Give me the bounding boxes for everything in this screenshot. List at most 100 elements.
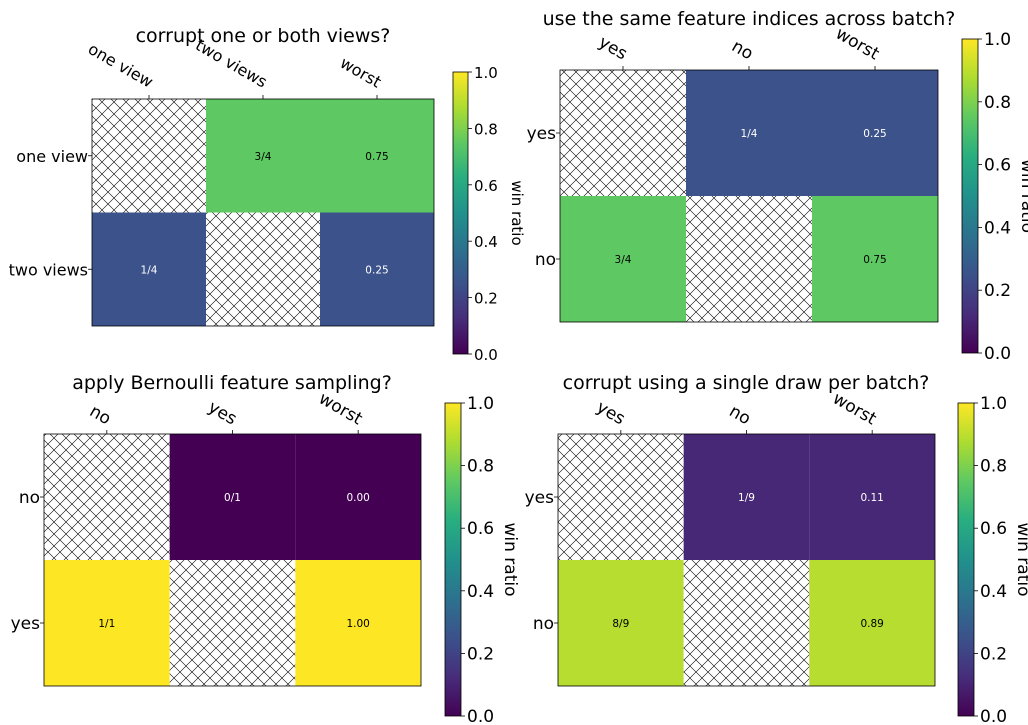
x-tick-label: one view bbox=[85, 39, 157, 91]
chart-title: use the same feature indices across batc… bbox=[543, 8, 956, 30]
x-tick-label: no bbox=[726, 401, 754, 429]
heatmap-cell bbox=[44, 560, 170, 686]
colorbar bbox=[961, 38, 979, 354]
heatmap-panel-2: use the same feature indices across batc… bbox=[527, 8, 1028, 364]
chart-title: corrupt using a single draw per batch? bbox=[563, 372, 930, 394]
colorbar-tick-label: 0.2 bbox=[474, 290, 498, 308]
cell-label: 1.00 bbox=[346, 618, 369, 630]
colorbar-tick-label: 0.2 bbox=[980, 644, 1007, 664]
heatmap-cell bbox=[812, 70, 938, 196]
colorbar-tick-label: 1.0 bbox=[984, 30, 1011, 50]
colorbar bbox=[444, 402, 462, 717]
heatmap-panel-3: apply Bernoulli feature sampling?0/1 0.00… bbox=[11, 372, 520, 725]
colorbar-tick-label: 0.8 bbox=[984, 93, 1011, 113]
heatmap-panel-4: corrupt using a single draw per batch? 1/… bbox=[525, 372, 1028, 725]
y-tick-label: one view bbox=[16, 147, 88, 166]
cell-label: 0.11 bbox=[860, 492, 883, 504]
chart-title: apply Bernoulli feature sampling? bbox=[72, 372, 392, 394]
cell-label: 1/4 bbox=[141, 264, 158, 276]
y-tick-label: yes bbox=[525, 488, 555, 508]
hatched-cell bbox=[558, 434, 684, 560]
hatched-cell bbox=[206, 212, 320, 326]
hatched-cell bbox=[686, 196, 812, 322]
y-tick-label: no bbox=[19, 488, 40, 508]
heatmap-cell bbox=[560, 196, 686, 322]
heatmap-cell bbox=[809, 560, 935, 686]
hatched-cell bbox=[92, 99, 206, 213]
colorbar-tick-label: 0.6 bbox=[980, 519, 1007, 539]
colorbar-tick-label: 0.0 bbox=[467, 707, 494, 725]
heatmap-cell bbox=[809, 434, 935, 560]
cell-label: 0.75 bbox=[365, 151, 388, 163]
cell-label: 0.00 bbox=[346, 492, 369, 504]
x-tick-label: worst bbox=[829, 389, 880, 430]
colorbar-tick-label: 0.8 bbox=[980, 457, 1007, 477]
cell-label: 0.25 bbox=[863, 128, 886, 140]
hatched-cell bbox=[169, 560, 296, 686]
colorbar-tick-label: 0.0 bbox=[474, 346, 498, 364]
colorbar-tick-label: 0.2 bbox=[984, 281, 1011, 301]
heatmap-cell bbox=[92, 212, 206, 326]
heatmap-panel-1: corrupt one or both views? 3/4 0.75 1/4 0.25… bbox=[9, 25, 526, 364]
colorbar bbox=[452, 71, 469, 355]
colorbar-tick-label: 0.6 bbox=[984, 156, 1011, 176]
heatmap-cell bbox=[320, 99, 434, 213]
cell-label: 3/4 bbox=[255, 151, 272, 163]
colorbar-tick-label: 1.0 bbox=[474, 64, 498, 82]
x-tick-label: no bbox=[86, 401, 114, 429]
heatmap-panels: corrupt one or both views? 3/4 0.75 1/4 0.25… bbox=[9, 8, 1028, 725]
y-tick-label: yes bbox=[527, 124, 557, 144]
colorbar-label: win ratio bbox=[1013, 522, 1028, 596]
heatmap-cell bbox=[320, 212, 434, 326]
colorbar-tick-label: 0.0 bbox=[984, 344, 1011, 364]
colorbar-label: win ratio bbox=[500, 522, 520, 596]
colorbar-tick-label: 0.4 bbox=[980, 582, 1007, 602]
colorbar-tick-label: 0.6 bbox=[467, 519, 494, 539]
heatmap-cell bbox=[206, 99, 320, 213]
y-tick-label: no bbox=[533, 614, 554, 634]
heatmap-cell bbox=[686, 70, 812, 196]
colorbar-label: win ratio bbox=[1017, 159, 1028, 233]
cell-label: 1/9 bbox=[738, 492, 755, 504]
colorbar-tick-label: 0.0 bbox=[980, 707, 1007, 725]
colorbar-tick-label: 0.6 bbox=[474, 177, 498, 195]
heatmap-cell bbox=[295, 560, 421, 686]
x-tick-label: no bbox=[728, 36, 756, 64]
heatmap-cell bbox=[812, 196, 938, 322]
x-tick-label: worst bbox=[337, 53, 385, 91]
x-tick-label: yes bbox=[595, 32, 631, 64]
colorbar-tick-label: 0.2 bbox=[467, 644, 494, 664]
cell-label: 0.75 bbox=[863, 254, 886, 266]
hatched-cell bbox=[683, 560, 810, 686]
cell-label: 1/4 bbox=[741, 128, 758, 140]
x-tick-label: yes bbox=[205, 397, 241, 429]
colorbar-tick-label: 1.0 bbox=[467, 394, 494, 414]
chart-title: corrupt one or both views? bbox=[136, 25, 391, 47]
colorbar-tick-label: 0.8 bbox=[467, 457, 494, 477]
colorbar-tick-label: 1.0 bbox=[980, 394, 1007, 414]
colorbar-tick-label: 0.4 bbox=[467, 582, 494, 602]
hatched-cell bbox=[44, 434, 170, 560]
x-tick-label: yes bbox=[593, 397, 629, 429]
colorbar-tick-label: 0.4 bbox=[984, 218, 1011, 238]
heatmap-cell bbox=[295, 434, 421, 560]
colorbar bbox=[957, 402, 975, 717]
cell-label: 0.25 bbox=[365, 264, 388, 276]
cell-label: 0.89 bbox=[860, 618, 883, 630]
cell-label: 3/4 bbox=[615, 254, 632, 266]
y-tick-label: no bbox=[535, 250, 556, 270]
y-tick-label: two views bbox=[9, 260, 88, 279]
cell-label: 1/1 bbox=[98, 618, 115, 630]
heatmap-cell bbox=[683, 434, 810, 560]
cell-label: 8/9 bbox=[612, 618, 629, 630]
hatched-cell bbox=[560, 70, 686, 196]
colorbar-tick-label: 0.4 bbox=[474, 233, 498, 251]
cell-label: 0/1 bbox=[224, 492, 241, 504]
colorbar-label: win ratio bbox=[508, 180, 526, 245]
y-tick-label: yes bbox=[11, 614, 41, 634]
colorbar-tick-label: 0.8 bbox=[474, 120, 498, 138]
x-tick-label: worst bbox=[315, 389, 366, 430]
heatmap-cell bbox=[169, 434, 296, 560]
heatmap-cell bbox=[558, 560, 684, 686]
